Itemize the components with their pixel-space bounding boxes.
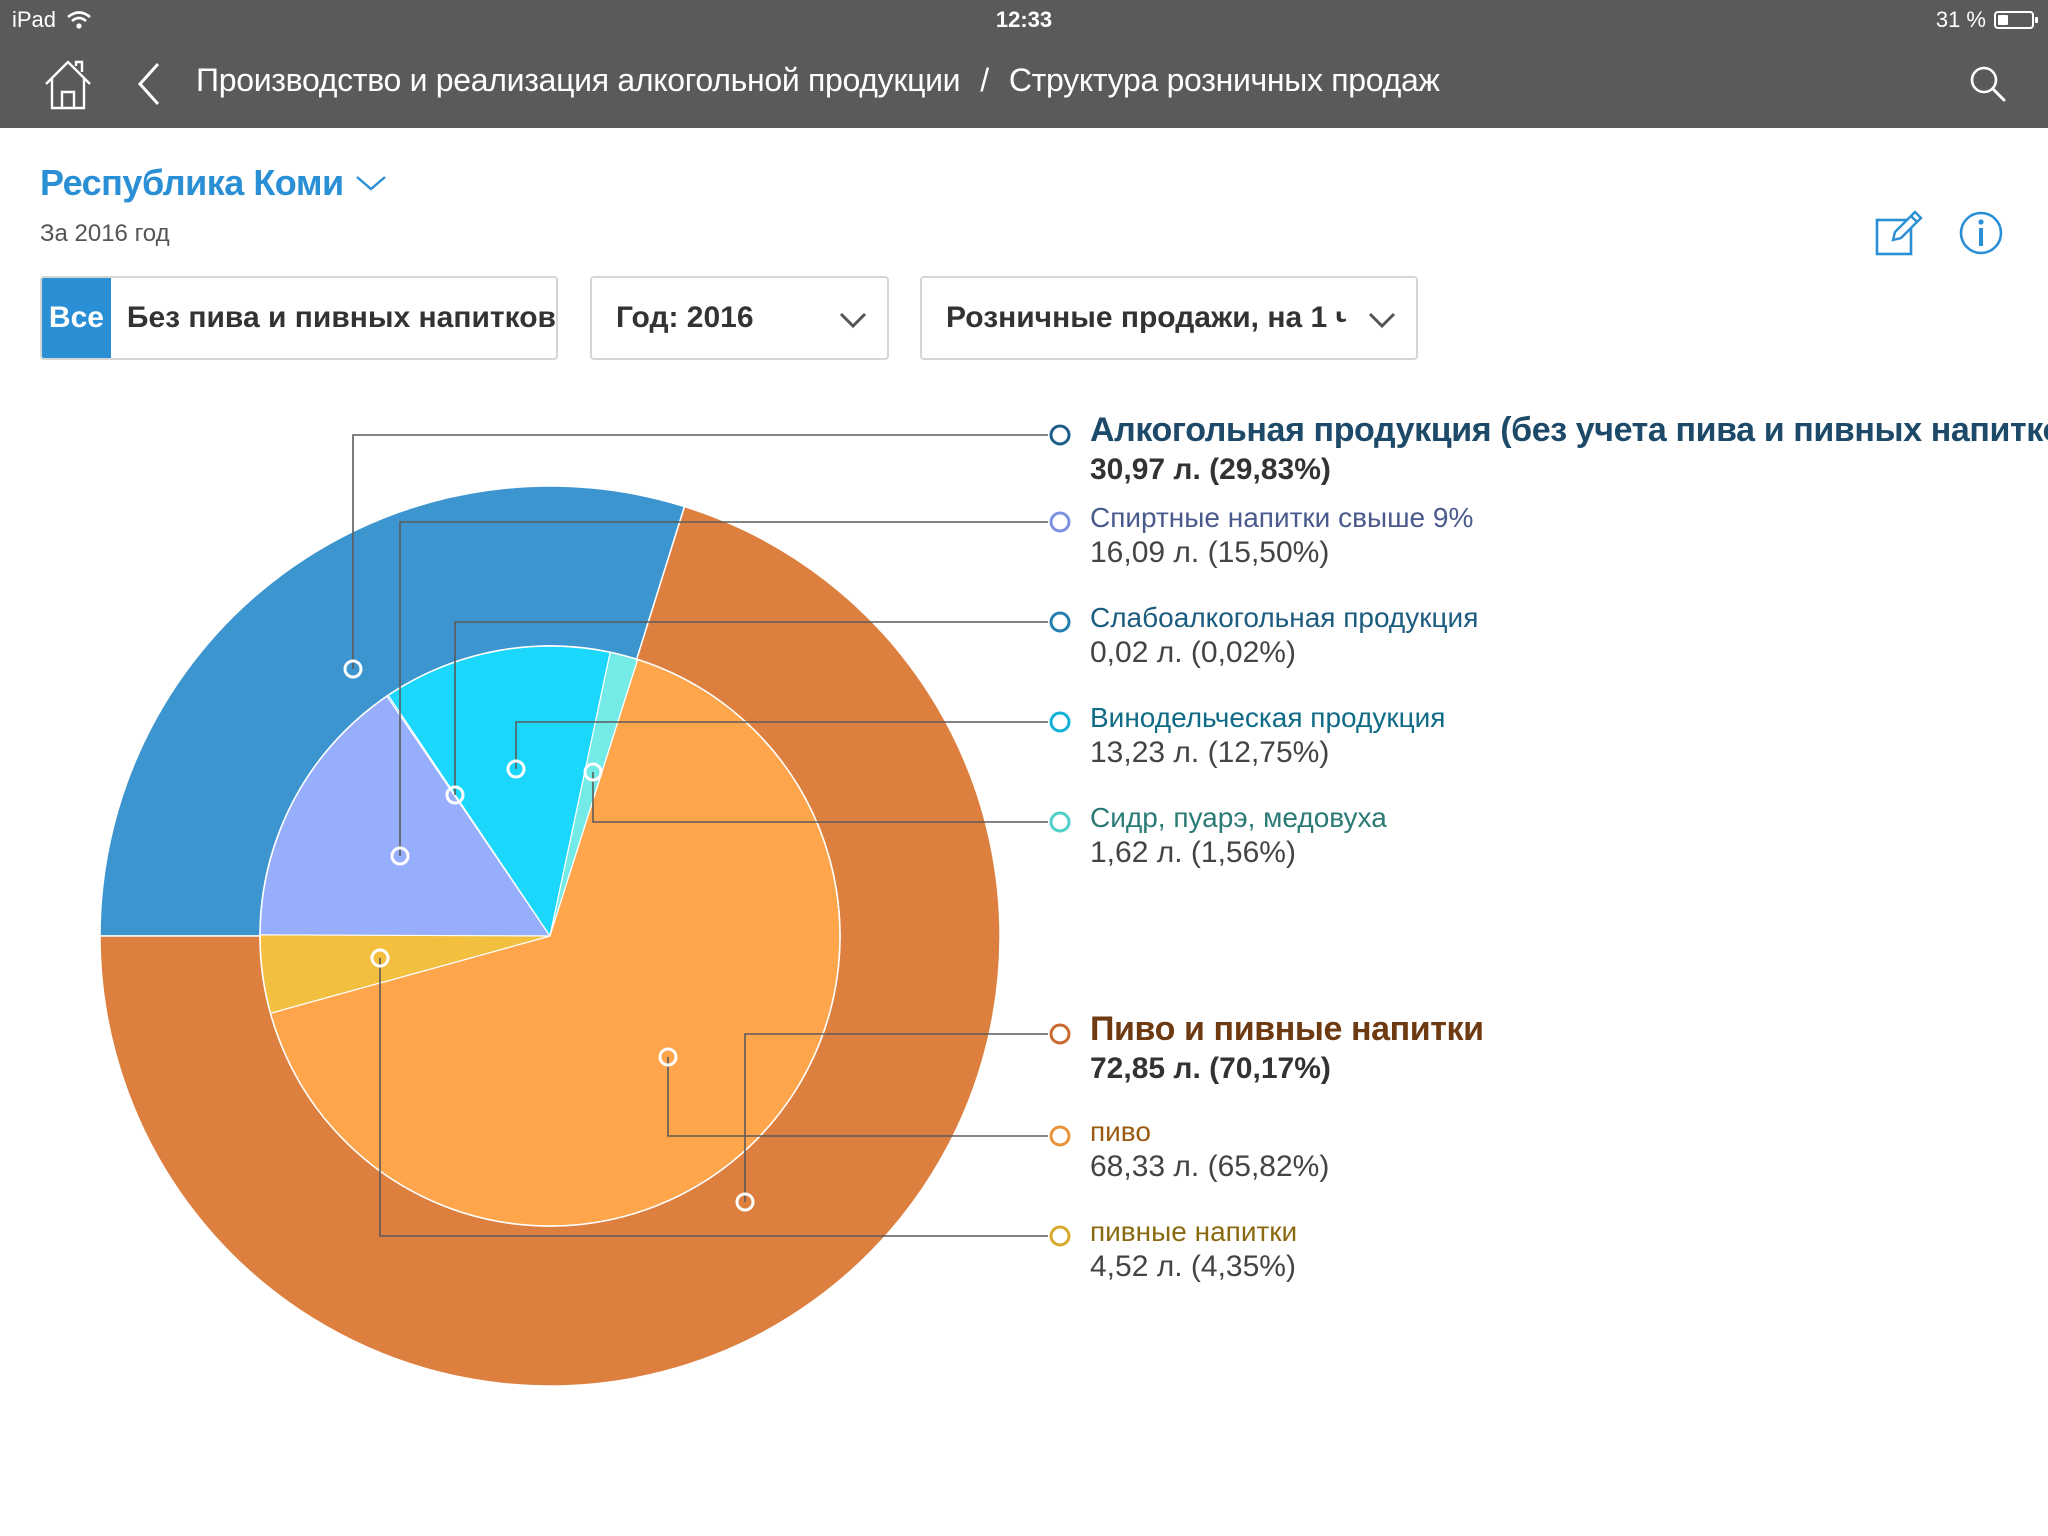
year-dropdown[interactable]: Год: 2016 [590,276,889,360]
outer-value-beer-total: 72,85 л. (70,17%) [1090,1052,1331,1085]
inner-label-wine: Винодельческая продукция [1090,702,1446,733]
chevron-down-icon [1368,312,1396,329]
outer-label-alcohol: Алкогольная продукция (без учета пива и … [1090,411,2048,449]
status-left: iPad [12,7,92,33]
back-chevron-icon[interactable] [130,58,170,110]
legend-dot-i0 [1049,511,1071,533]
inner-label-spirits: Спиртные напитки свыше 9% [1090,502,1474,533]
segment-all-button[interactable]: Все [42,278,111,358]
beer-filter-segmented-control: Все Без пива и пивных напитков [40,276,558,360]
leader-line-i2 [515,721,1048,769]
battery-percent: 31 % [1935,7,1986,32]
slice-marker-i0 [390,846,410,866]
breadcrumb-parent[interactable]: Производство и реализация алкогольной пр… [196,62,961,98]
inner-value-cider: 1,62 л. (1,56%) [1090,836,1296,869]
leader-lines [343,424,1071,1247]
legend-dot-o1 [1049,1023,1071,1045]
slice-marker-i2 [506,759,526,779]
leader-line-i0 [399,521,1048,856]
inner-value-low-alcohol: 0,02 л. (0,02%) [1090,636,1296,669]
search-icon[interactable] [1966,62,2010,106]
inner-label-beer-drinks: пивные напитки [1090,1216,1298,1247]
legend-dot-o0 [1049,424,1071,446]
metric-dropdown-value: Розничные продажи, на 1 чел. [946,301,1346,334]
metric-dropdown[interactable]: Розничные продажи, на 1 чел. [920,276,1418,360]
battery-icon [1994,11,2038,29]
breadcrumb-current: Структура розничных продаж [1008,62,1440,98]
inner-label-cider: Сидр, пуарэ, медовуха [1090,802,1387,833]
leader-line-o1 [744,1033,1048,1202]
inner-pie [259,645,841,1227]
retail-structure-pie-chart [99,424,1071,1387]
inner-value-wine: 13,23 л. (12,75%) [1090,736,1330,769]
legend-dot-i1 [1049,611,1071,633]
inner-ring-edge [259,645,841,1227]
slice-marker-i4 [658,1047,678,1067]
inner-label-low-alcohol: Слабоалкогольная продукция [1090,602,1479,633]
inner-value-beer: 68,33 л. (65,82%) [1090,1150,1330,1183]
leader-line-i3 [592,772,1048,823]
clock: 12:33 [995,7,1053,32]
slice-marker-i1 [445,785,465,805]
slice-marker-o1 [735,1192,755,1212]
legend-dot-i3 [1049,811,1071,833]
region-selector[interactable]: Республика Коми [40,162,388,204]
outer-label-beer-total: Пиво и пивные напитки [1090,1010,1484,1048]
slice-marker-i5 [370,948,390,968]
legend-dot-i4 [1049,1125,1071,1147]
edit-icon[interactable] [1873,208,1923,258]
wifi-icon [67,11,91,29]
legend-dot-i2 [1049,711,1071,733]
home-icon[interactable] [38,54,98,114]
breadcrumb-separator: / [980,62,989,98]
breadcrumb: Производство и реализация алкогольной пр… [196,62,1440,99]
slice-marker-i3 [583,762,603,782]
info-icon[interactable] [1956,208,2006,258]
region-title: Республика Коми [40,162,344,203]
outer-value-alcohol: 30,97 л. (29,83%) [1090,453,1331,486]
inner-label-beer: пиво [1090,1116,1151,1147]
nav-bar: Производство и реализация алкогольной пр… [0,40,2048,128]
chevron-down-icon [355,176,386,191]
inner-value-beer-drinks: 4,52 л. (4,35%) [1090,1250,1296,1283]
device-name: iPad [12,7,57,32]
year-dropdown-value: Год: 2016 [616,301,754,334]
segment-without-beer-button[interactable]: Без пива и пивных напитков [126,301,556,334]
leader-line-i1 [454,621,1048,795]
leader-line-i4 [667,1057,1048,1137]
status-right: 31 % [1935,7,2038,33]
status-bar: iPad 12:33 31 % [0,0,2048,40]
period-subtitle: За 2016 год [40,220,170,247]
slice-marker-o0 [343,659,363,679]
leader-line-i5 [379,958,1048,1237]
chevron-down-icon [839,312,867,329]
legend-dot-i5 [1049,1225,1071,1247]
leader-line-o0 [352,434,1048,669]
inner-value-spirits: 16,09 л. (15,50%) [1090,536,1330,569]
